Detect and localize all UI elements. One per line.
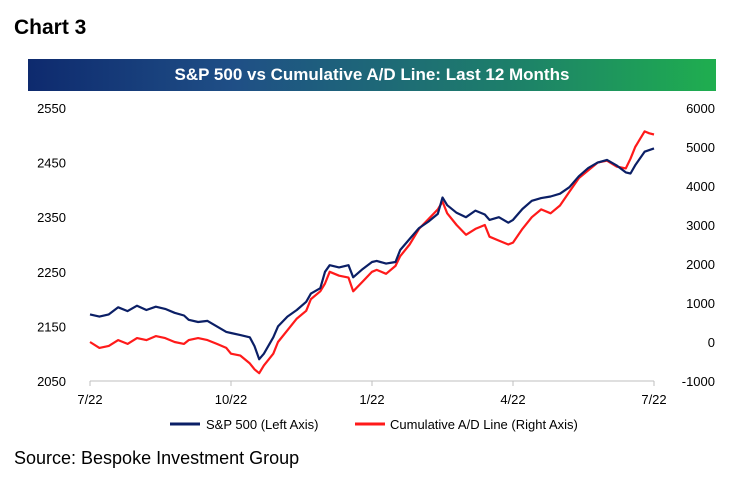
right-axis: -1000 0 1000 2000 3000 4000 5000 6000	[682, 101, 715, 389]
right-tick-label: 0	[708, 335, 715, 350]
right-tick-label: 3000	[686, 218, 715, 233]
chart-label: Chart 3	[14, 16, 87, 39]
legend: S&P 500 (Left Axis) Cumulative A/D Line (…	[170, 417, 578, 432]
left-tick-label: 2450	[37, 156, 66, 171]
sp500-series-line	[89, 147, 655, 361]
right-tick-label: 1000	[686, 296, 715, 311]
source-note: Source: Bespoke Investment Group	[14, 448, 300, 468]
left-tick-label: 2550	[37, 101, 66, 116]
chart-title: S&P 500 vs Cumulative A/D Line: Last 12 …	[174, 65, 570, 84]
left-tick-label: 2350	[37, 210, 66, 225]
x-tick-label: 7/22	[77, 392, 102, 407]
series-layer	[89, 130, 655, 375]
left-tick-label: 2250	[37, 265, 66, 280]
x-tick-label: 10/22	[215, 392, 248, 407]
left-axis: 2050 2150 2250 2350 2450 2550	[37, 101, 66, 389]
line-chart: 2050 2150 2250 2350 2450 2550 -1000 0 1000 2000 3…	[37, 101, 715, 432]
x-tick-label: 7/22	[641, 392, 666, 407]
right-tick-label: 5000	[686, 140, 715, 155]
legend-label: Cumulative A/D Line (Right Axis)	[390, 417, 578, 432]
right-tick-label: -1000	[682, 374, 715, 389]
right-tick-label: 2000	[686, 257, 715, 272]
x-tick-label: 4/22	[500, 392, 525, 407]
x-axis: 7/22 10/22 1/22 4/22 7/22	[77, 381, 667, 407]
left-tick-label: 2050	[37, 374, 66, 389]
right-tick-label: 4000	[686, 179, 715, 194]
left-tick-label: 2150	[37, 319, 66, 334]
ad-line-series-line	[89, 130, 655, 375]
x-tick-label: 1/22	[359, 392, 384, 407]
chart-title-bar: S&P 500 vs Cumulative A/D Line: Last 12 …	[28, 59, 716, 91]
legend-label: S&P 500 (Left Axis)	[206, 417, 319, 432]
right-tick-label: 6000	[686, 101, 715, 116]
